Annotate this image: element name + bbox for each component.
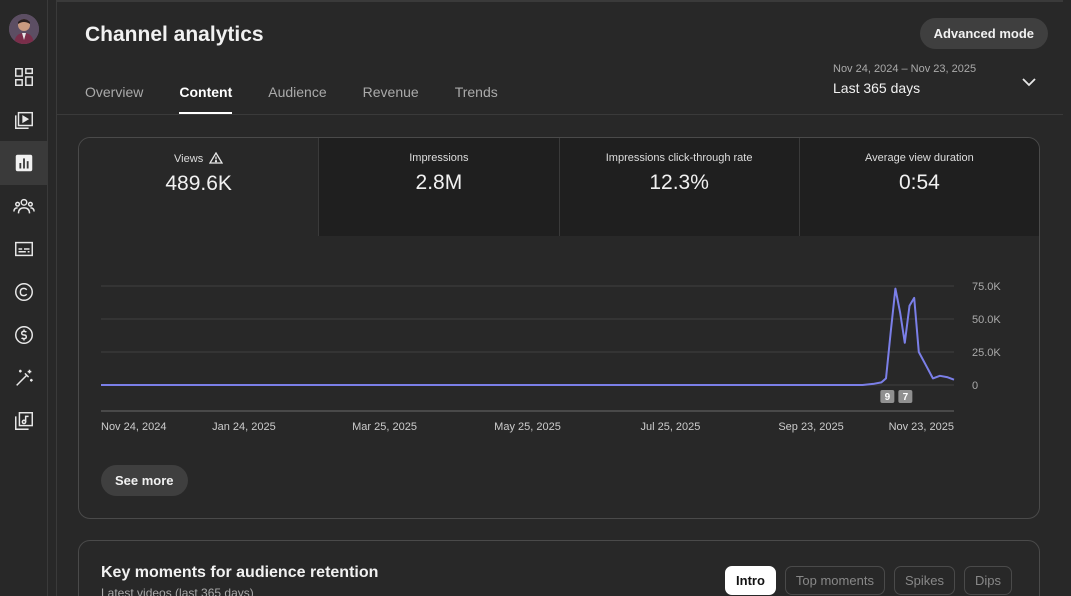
x-tick-label: Nov 23, 2025 xyxy=(889,421,954,433)
metric-value: 489.6K xyxy=(165,172,232,195)
metric-value: 12.3% xyxy=(649,171,709,194)
sidebar-item-analytics[interactable] xyxy=(0,141,48,185)
event-marker[interactable]: 9 xyxy=(880,390,895,403)
x-tick-label: Jul 25, 2025 xyxy=(640,421,700,433)
sidebar-item-copyright[interactable] xyxy=(0,270,48,314)
metric-impressions[interactable]: Impressions 2.8M xyxy=(318,138,559,236)
tab-trends[interactable]: Trends xyxy=(454,84,498,100)
x-tick-label: Mar 25, 2025 xyxy=(352,421,417,433)
y-tick-label: 25.0K xyxy=(972,347,1001,359)
event-marker-label: 7 xyxy=(903,392,909,403)
chip-spikes[interactable]: Spikes xyxy=(893,566,955,595)
sidebar-item-content[interactable] xyxy=(0,98,48,142)
retention-title: Key moments for audience retention xyxy=(101,564,379,581)
sidebar-item-customization[interactable] xyxy=(0,356,48,400)
x-tick-label: May 25, 2025 xyxy=(494,421,561,433)
avatar[interactable] xyxy=(9,14,39,44)
event-marker[interactable]: 7 xyxy=(898,390,913,403)
date-range-dates: Nov 24, 2024 – Nov 23, 2025 xyxy=(833,63,977,75)
analytics-icon xyxy=(15,154,33,172)
retention-chips: Intro Top moments Spikes Dips xyxy=(725,566,1012,595)
date-range-picker[interactable]: Nov 24, 2024 – Nov 23, 2025 Last 365 day… xyxy=(833,63,976,96)
tab-content[interactable]: Content xyxy=(179,84,232,114)
dashboard-icon xyxy=(15,68,33,86)
metric-value: 2.8M xyxy=(415,171,463,194)
retention-card: Key moments for audience retention Lates… xyxy=(78,540,1040,596)
metric-avg-view-duration[interactable]: Average view duration 0:54 xyxy=(798,138,1039,236)
copyright-icon xyxy=(15,283,33,301)
tab-revenue[interactable]: Revenue xyxy=(362,84,419,100)
metric-value: 0:54 xyxy=(898,171,940,194)
metric-label: Impressions xyxy=(409,152,469,164)
event-marker-label: 9 xyxy=(885,392,891,403)
tab-overview[interactable]: Overview xyxy=(85,84,144,100)
metric-label: Impressions click-through rate xyxy=(605,152,753,164)
avatar-image xyxy=(9,14,39,44)
views-chart[interactable]: 75.0K 50.0K 25.0K 0 Nov 24, 2024 Jan 24, 2025… xyxy=(79,236,1039,446)
sidebar-item-subtitles[interactable] xyxy=(0,227,48,271)
retention-subtitle: Latest videos (last 365 days) xyxy=(101,586,254,596)
metric-label: Average view duration xyxy=(865,152,974,164)
main-panel: Channel analytics Advanced mode Overview… xyxy=(56,0,1063,596)
page-title: Channel analytics xyxy=(85,23,264,46)
x-tick-label: Nov 24, 2024 xyxy=(101,421,166,433)
x-tick-label: Jan 24, 2025 xyxy=(212,421,276,433)
sidebar-item-audio-library[interactable] xyxy=(0,399,48,443)
metric-tabs: Views 489.6K Impressions 2.8M Impression… xyxy=(79,138,1039,236)
metric-ctr[interactable]: Impressions click-through rate 12.3% xyxy=(558,138,799,236)
tab-audience[interactable]: Audience xyxy=(268,84,327,100)
see-more-button[interactable]: See more xyxy=(101,465,188,496)
metric-label: Views xyxy=(79,152,318,165)
y-tick-label: 50.0K xyxy=(972,314,1001,326)
date-range-label: Last 365 days xyxy=(833,80,921,96)
sidebar-item-community[interactable] xyxy=(0,184,48,228)
customization-icon xyxy=(16,369,33,386)
subtitles-icon xyxy=(15,241,33,257)
sidebar-item-earn[interactable] xyxy=(0,313,48,357)
y-tick-label: 0 xyxy=(972,380,978,392)
tab-bar: Overview Content Audience Revenue Trends xyxy=(85,84,534,114)
chip-intro[interactable]: Intro xyxy=(725,566,776,595)
chip-top-moments[interactable]: Top moments xyxy=(784,566,885,595)
warning-icon[interactable] xyxy=(209,152,224,164)
community-icon xyxy=(13,198,35,214)
views-chart-svg: 75.0K 50.0K 25.0K 0 Nov 24, 2024 Jan 24, 2025… xyxy=(101,281,1001,433)
x-tick-label: Sep 23, 2025 xyxy=(778,421,843,433)
sidebar-item-dashboard[interactable] xyxy=(0,55,48,99)
top-divider xyxy=(57,0,1063,2)
y-tick-label: 75.0K xyxy=(972,281,1001,293)
metric-views[interactable]: Views 489.6K xyxy=(79,138,319,236)
chip-dips[interactable]: Dips xyxy=(963,566,1012,595)
analytics-card: Views 489.6K Impressions 2.8M Impression… xyxy=(78,137,1040,519)
sidebar xyxy=(0,0,48,596)
series-line[interactable] xyxy=(101,287,955,386)
audio-library-icon xyxy=(15,412,33,430)
tabs-divider xyxy=(57,114,1063,115)
earn-icon xyxy=(15,326,33,344)
advanced-mode-button[interactable]: Advanced mode xyxy=(919,18,1048,49)
content-icon xyxy=(15,111,33,129)
chevron-down-icon[interactable] xyxy=(1021,74,1037,90)
